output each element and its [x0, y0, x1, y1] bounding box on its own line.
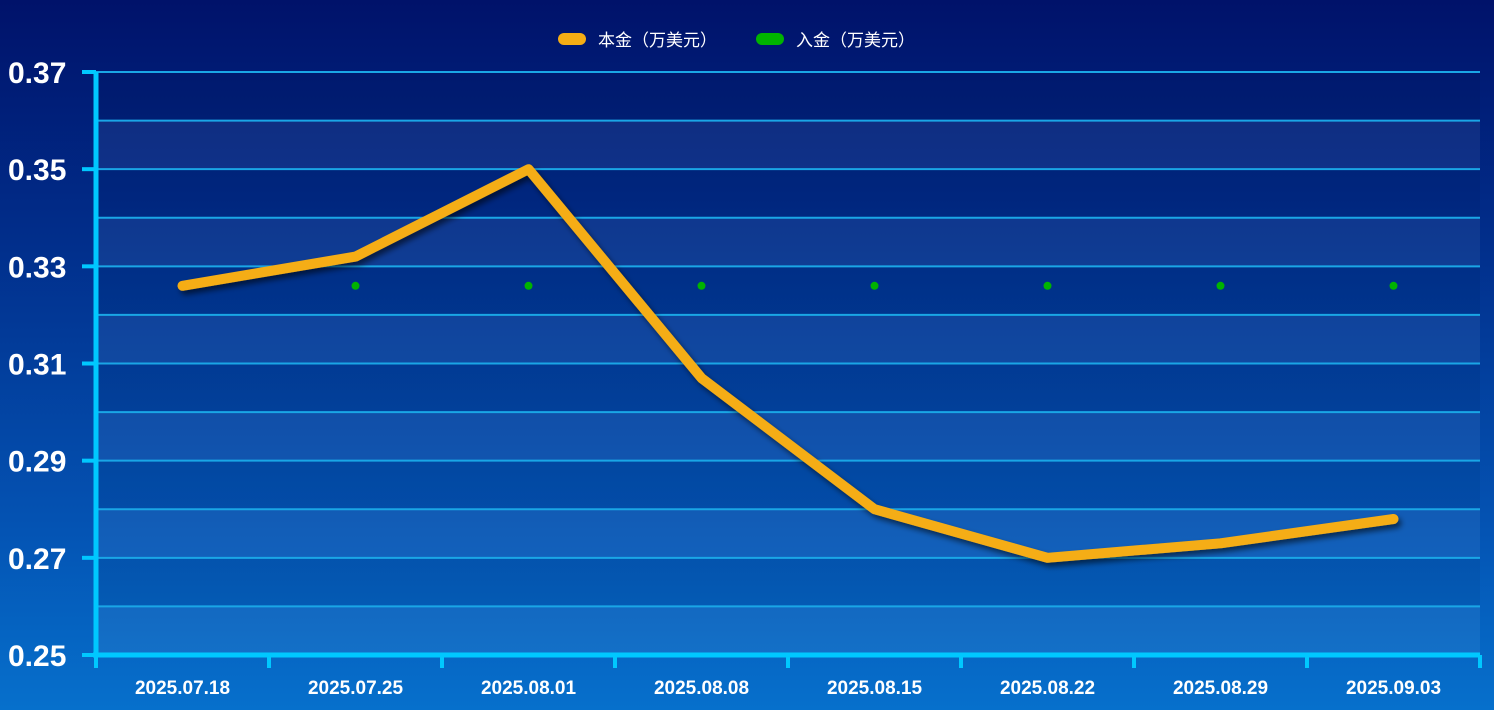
- data-point: [351, 252, 360, 261]
- plot-band: [96, 557, 1480, 607]
- legend-label: 入金（万美元）: [796, 31, 915, 51]
- plot-band: [96, 169, 1480, 218]
- x-tick-label: 2025.08.01: [481, 678, 577, 699]
- y-tick-label: 0.31: [8, 349, 66, 382]
- y-axis-tick-labels: 0.25 0.27 0.29 0.31 0.33 0.35 0.37: [8, 57, 66, 673]
- data-point: [1389, 514, 1398, 523]
- x-tick-label: 2025.07.18: [135, 678, 230, 699]
- plot-band: [96, 363, 1480, 413]
- series-lines: [177, 164, 1399, 563]
- y-tick-label: 0.37: [8, 57, 66, 90]
- data-point: [178, 281, 187, 290]
- gridlines: [96, 71, 1480, 608]
- plot-band: [96, 412, 1480, 461]
- data-point: [524, 281, 533, 290]
- y-tick-label: 0.27: [8, 543, 66, 576]
- data-point: [351, 281, 360, 290]
- plot-band: [96, 509, 1480, 558]
- y-tick-label: 0.35: [8, 154, 66, 187]
- data-point: [1043, 281, 1052, 290]
- x-tick-label: 2025.08.08: [654, 678, 749, 699]
- x-tick-label: 2025.08.15: [827, 678, 923, 699]
- x-tick-label: 2025.09.03: [1346, 678, 1441, 699]
- y-tick-label: 0.33: [8, 251, 66, 284]
- plot-background-bands: [96, 72, 1480, 655]
- plot-band: [96, 314, 1480, 364]
- plot-band: [96, 217, 1480, 267]
- data-point: [1216, 539, 1225, 548]
- x-tick-label: 2025.07.25: [308, 678, 404, 699]
- legend-swatch: [558, 33, 586, 45]
- data-point: [1216, 281, 1225, 290]
- axes: [82, 70, 1482, 668]
- legend: 本金（万美元） 入金（万美元）: [558, 31, 915, 51]
- y-tick-label: 0.25: [8, 640, 66, 673]
- series-line-0: [177, 164, 1399, 563]
- legend-swatch: [756, 33, 784, 45]
- data-point: [870, 281, 879, 290]
- data-point: [1043, 553, 1052, 562]
- x-axis-tick-labels: 2025.07.18 2025.07.25 2025.08.01 2025.08.08…: [135, 678, 1441, 699]
- data-point: [1389, 281, 1398, 290]
- plot-band: [96, 460, 1480, 510]
- data-point: [524, 165, 533, 174]
- y-tick-label: 0.29: [8, 446, 66, 479]
- data-point: [870, 505, 879, 514]
- x-tick-label: 2025.08.22: [1000, 678, 1095, 699]
- plot-band: [96, 606, 1480, 655]
- plot-band: [96, 72, 1480, 121]
- legend-label: 本金（万美元）: [598, 31, 717, 51]
- data-point: [697, 374, 706, 383]
- data-point: [697, 281, 706, 290]
- plot-band: [96, 120, 1480, 170]
- x-tick-label: 2025.08.29: [1173, 678, 1268, 699]
